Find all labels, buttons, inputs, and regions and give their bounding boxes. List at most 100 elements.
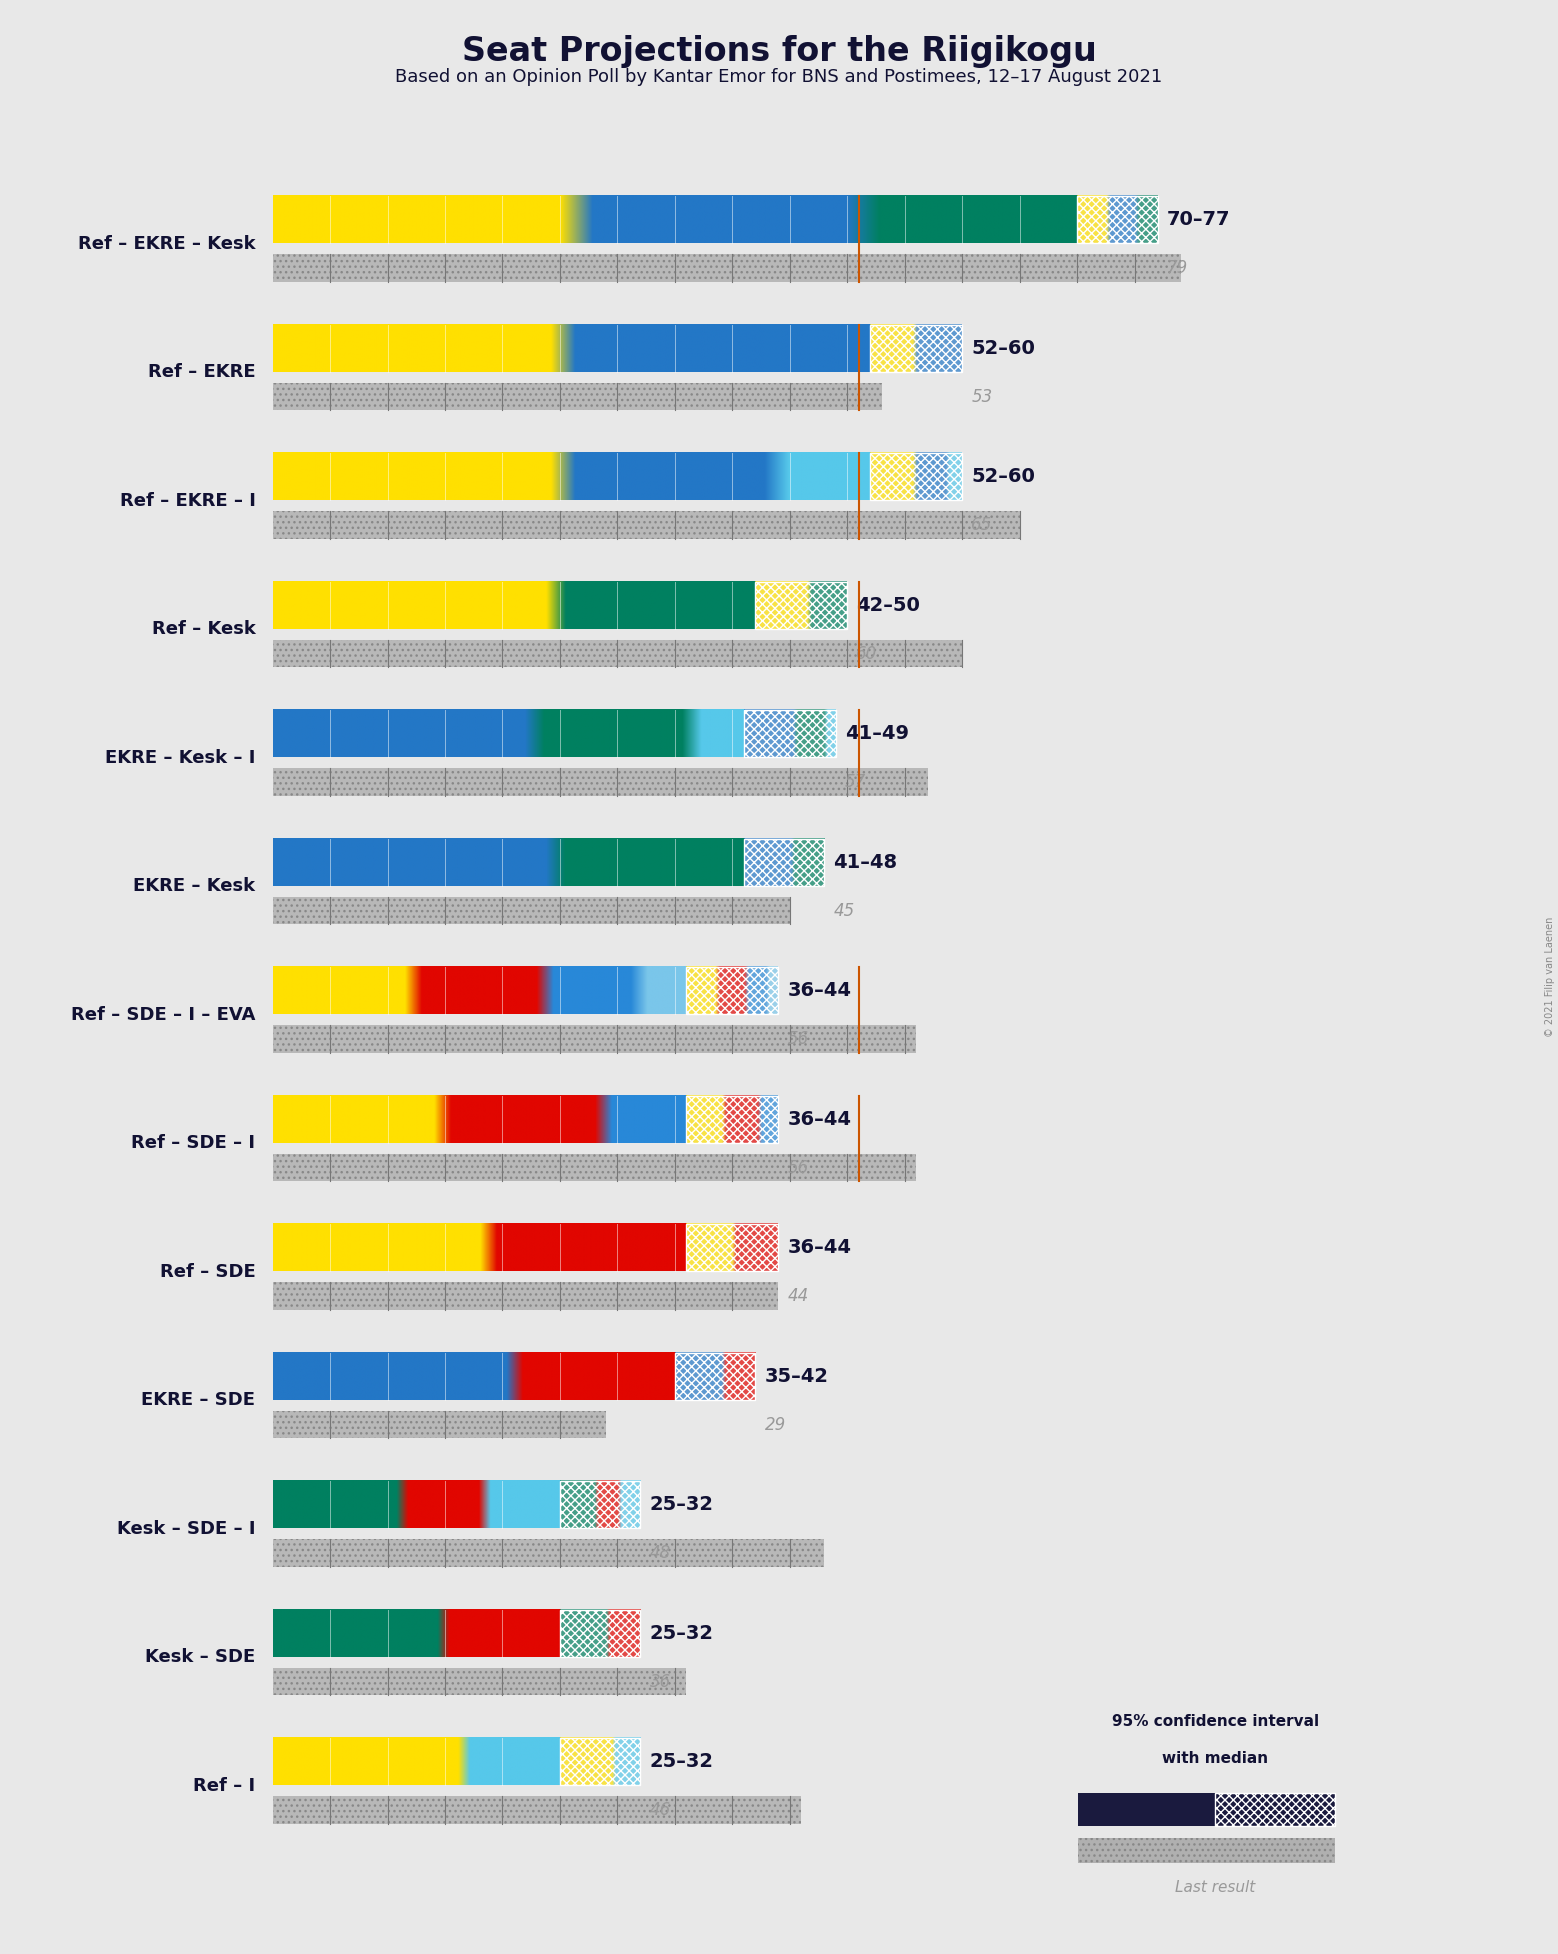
Bar [273,1155,916,1182]
Bar [756,582,848,629]
Bar [559,1739,612,1786]
Bar [273,639,963,668]
Text: Kesk – SDE: Kesk – SDE [145,1649,256,1667]
Text: 70–77: 70–77 [1167,211,1231,229]
Bar [273,254,1181,281]
Text: Ref – SDE – I – EVA: Ref – SDE – I – EVA [72,1006,256,1024]
Bar [1077,195,1158,242]
Text: Based on an Opinion Poll by Kantar Emor for BNS and Postimees, 12–17 August 2021: Based on an Opinion Poll by Kantar Emor … [396,68,1162,86]
Bar [871,324,963,371]
Bar [743,709,835,758]
Text: 36–44: 36–44 [787,1239,852,1256]
Bar [871,324,913,371]
Text: © 2021 Filip van Laenen: © 2021 Filip van Laenen [1546,916,1555,1038]
Bar [273,383,882,410]
Bar [273,1796,801,1823]
Bar [1215,1794,1335,1825]
Bar [687,1223,779,1272]
Text: Seat Projections for the Riigikogu: Seat Projections for the Riigikogu [461,35,1097,68]
Text: Ref – EKRE – I: Ref – EKRE – I [120,492,256,510]
Text: Last result: Last result [1175,1880,1256,1895]
Bar [743,838,824,885]
Text: 95% confidence interval: 95% confidence interval [1112,1714,1318,1729]
Text: 36–44: 36–44 [787,1110,852,1129]
Bar [687,1096,721,1143]
Bar [824,709,835,758]
Text: 56: 56 [787,1030,809,1047]
Bar [273,1411,606,1438]
Bar [273,1282,779,1309]
Text: 25–32: 25–32 [650,1624,714,1643]
Bar [273,1282,779,1309]
Bar [273,1669,687,1696]
Text: Ref – SDE – I: Ref – SDE – I [131,1135,256,1153]
Bar [913,453,946,500]
Bar [273,639,963,668]
Text: 52–60: 52–60 [971,467,1035,487]
Bar [273,512,1019,539]
Text: 45: 45 [834,901,855,920]
Text: 25–32: 25–32 [650,1495,714,1514]
Bar [1215,1794,1335,1825]
Bar [767,967,779,1014]
Bar [745,967,767,1014]
Bar [1078,1839,1335,1864]
Bar [871,453,913,500]
Bar [559,1610,640,1657]
Bar [675,1352,721,1399]
Text: 46: 46 [650,1802,671,1819]
Text: Ref – SDE: Ref – SDE [159,1262,256,1282]
Text: 25–32: 25–32 [650,1753,714,1770]
Text: 44: 44 [787,1288,809,1305]
Bar [1106,195,1134,242]
Bar [273,768,927,795]
Bar [273,897,790,924]
Bar [732,1223,779,1272]
Bar [721,1096,757,1143]
Bar [273,383,882,410]
Text: with median: with median [1162,1751,1268,1766]
Text: 41–48: 41–48 [834,852,897,871]
Text: 35–42: 35–42 [765,1366,829,1385]
Bar [757,1096,779,1143]
Bar [946,453,963,500]
Text: Ref – I: Ref – I [193,1776,256,1796]
Bar [743,709,793,758]
Bar [687,1096,779,1143]
Text: 56: 56 [787,1159,809,1176]
Text: 42–50: 42–50 [857,596,921,616]
Bar [595,1481,617,1528]
Bar [273,1796,801,1823]
Bar [675,1352,756,1399]
Text: 53: 53 [971,387,992,406]
Bar [715,967,745,1014]
Bar [273,1669,687,1696]
Bar [687,967,715,1014]
Text: 57: 57 [844,774,866,791]
Bar [612,1739,640,1786]
Text: 65: 65 [971,516,992,533]
Bar [687,1223,732,1272]
Bar [913,324,963,371]
Bar [721,1352,756,1399]
Bar [273,1540,824,1567]
Bar [273,768,927,795]
Bar [743,838,790,885]
Text: 36: 36 [650,1673,671,1690]
Text: 41–49: 41–49 [844,725,908,743]
Text: Ref – EKRE: Ref – EKRE [148,363,256,381]
Bar [1078,1794,1215,1825]
Bar [807,582,848,629]
Bar [273,897,790,924]
Bar [273,254,1181,281]
Bar [756,582,807,629]
Bar [687,967,779,1014]
Bar [273,1026,916,1053]
Bar [273,1155,916,1182]
Bar [1077,195,1106,242]
Bar [617,1481,640,1528]
Bar [559,1481,640,1528]
Text: 79: 79 [1167,260,1189,277]
Bar [1134,195,1158,242]
Text: Ref – EKRE – Kesk: Ref – EKRE – Kesk [78,234,256,252]
